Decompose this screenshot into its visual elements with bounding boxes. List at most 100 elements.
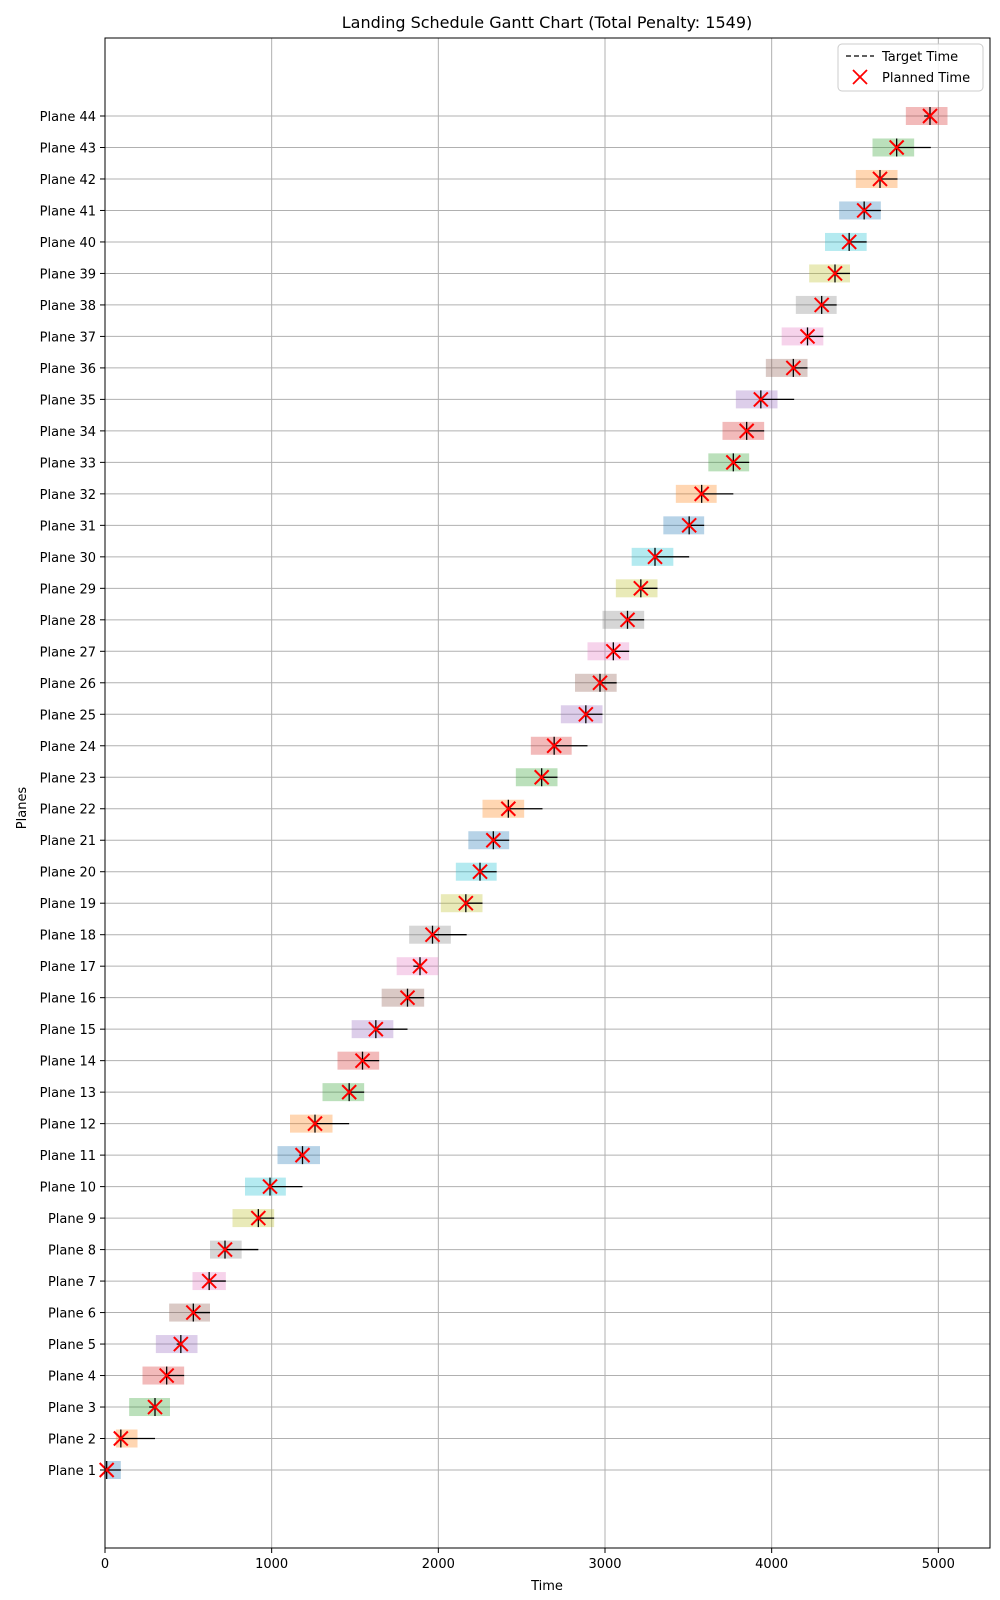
x-tick-label: 1000: [255, 1557, 288, 1572]
y-tick-label: Plane 20: [40, 866, 96, 881]
window-bar: [440, 894, 483, 913]
window-bar: [735, 390, 778, 409]
planned-time-marker: [250, 1210, 267, 1226]
y-tick-label: Plane 44: [40, 110, 96, 125]
y-tick-label: Plane 43: [40, 141, 96, 156]
x-tick-label: 5000: [922, 1557, 955, 1572]
window-bar: [381, 988, 425, 1007]
window-bar: [872, 138, 915, 157]
y-tick-label: Plane 9: [48, 1212, 96, 1227]
y-tick-label: Plane 32: [40, 488, 96, 503]
window-bar: [142, 1366, 185, 1385]
x-tick-label: 0: [101, 1557, 109, 1572]
planned-time-marker: [217, 1241, 233, 1258]
planned-time-marker: [888, 139, 905, 156]
planned-time-marker: [785, 360, 802, 376]
y-tick-label: Plane 1: [48, 1464, 96, 1479]
y-tick-label: Plane 17: [40, 960, 96, 975]
planned-time-marker: [472, 864, 488, 880]
window-bar: [455, 862, 497, 881]
window-bar: [575, 673, 617, 692]
planned-time-marker: [185, 1304, 202, 1321]
planned-time-marker: [753, 391, 769, 408]
planned-time-marker: [738, 423, 755, 439]
window-bar: [169, 1303, 210, 1322]
planned-time-marker: [533, 769, 550, 785]
planned-time-marker: [578, 706, 594, 722]
y-tick-label: Plane 41: [40, 204, 96, 219]
planned-time-marker: [201, 1273, 217, 1289]
window-bar: [722, 421, 765, 440]
y-tick-label: Plane 19: [40, 897, 96, 912]
y-tick-label: Plane 21: [40, 834, 96, 849]
legend-target-label: Target Time: [881, 50, 958, 65]
window-bar: [277, 1146, 320, 1165]
planned-time-marker: [147, 1399, 163, 1415]
y-tick-label: Plane 18: [40, 929, 96, 944]
window-bar: [351, 1020, 394, 1039]
y-tick-label: Plane 42: [40, 173, 96, 188]
y-tick-label: Plane 29: [40, 582, 96, 597]
window-bar: [560, 705, 603, 724]
y-tick-label: Plane 15: [40, 1023, 96, 1038]
x-axis-label: Time: [530, 1579, 563, 1594]
window-bar: [530, 736, 572, 755]
x-tick-label: 3000: [588, 1557, 621, 1572]
legend: Target Time Planned Time: [837, 43, 984, 92]
planned-time-marker: [872, 171, 888, 187]
y-tick-label: Plane 25: [40, 708, 96, 723]
y-tick-label: Plane 3: [48, 1401, 96, 1416]
planned-time-marker: [605, 643, 622, 660]
planned-time-marker: [693, 486, 710, 502]
x-tick-label: 2000: [422, 1557, 455, 1572]
chart-title: Landing Schedule Gantt Chart (Total Pena…: [342, 13, 753, 32]
planned-time-marker: [485, 832, 502, 848]
planned-time-marker: [827, 265, 843, 282]
planned-time-marker: [113, 1430, 129, 1447]
y-tick-label: Plane 2: [48, 1433, 96, 1448]
planned-time-marker: [647, 549, 663, 565]
window-bar: [155, 1335, 198, 1354]
y-tick-label: Plane 4: [48, 1370, 96, 1385]
y-tick-label: Plane 10: [40, 1181, 96, 1196]
planned-time-marker: [262, 1178, 278, 1195]
y-tick-label: Plane 27: [40, 645, 96, 660]
y-tick-label: Plane 12: [40, 1118, 96, 1133]
y-tick-label: Plane 30: [40, 551, 96, 566]
y-axis-ticks: Plane 1 Plane 2 Plane 3 Plane 4 Plane 5 Plane…: [40, 110, 105, 1479]
planned-time-marker: [412, 958, 428, 974]
y-tick-label: Plane 14: [40, 1055, 96, 1070]
planned-time-marker: [399, 989, 416, 1006]
planned-time-marker: [813, 297, 830, 313]
y-tick-label: Plane 34: [40, 425, 96, 440]
window-bar: [409, 925, 451, 944]
y-tick-label: Plane 33: [40, 456, 96, 471]
y-tick-label: Plane 8: [48, 1244, 96, 1259]
y-tick-label: Plane 38: [40, 299, 96, 314]
planned-time-marker: [725, 454, 742, 471]
y-tick-label: Plane 11: [40, 1149, 96, 1164]
y-tick-label: Plane 6: [48, 1307, 96, 1322]
y-tick-label: Plane 39: [40, 267, 96, 282]
planned-time-marker: [341, 1084, 357, 1100]
planned-time-marker: [619, 612, 636, 628]
x-tick-label: 4000: [755, 1557, 788, 1572]
plot-frame: [104, 37, 991, 1549]
y-tick-label: Plane 35: [40, 393, 96, 408]
planned-time-marker: [173, 1336, 189, 1352]
legend-box: [837, 43, 984, 92]
planned-time-marker: [633, 580, 649, 597]
planned-time-marker: [424, 926, 441, 943]
planned-time-marker: [922, 108, 938, 124]
window-bar: [290, 1114, 333, 1133]
planned-time-marker: [681, 517, 697, 534]
window-bar: [825, 232, 867, 251]
window-bar: [855, 169, 898, 188]
y-tick-label: Plane 22: [40, 803, 96, 818]
grid-layer: [104, 38, 990, 1548]
planned-markers: [98, 108, 938, 1478]
y-tick-label: Plane 37: [40, 330, 96, 345]
